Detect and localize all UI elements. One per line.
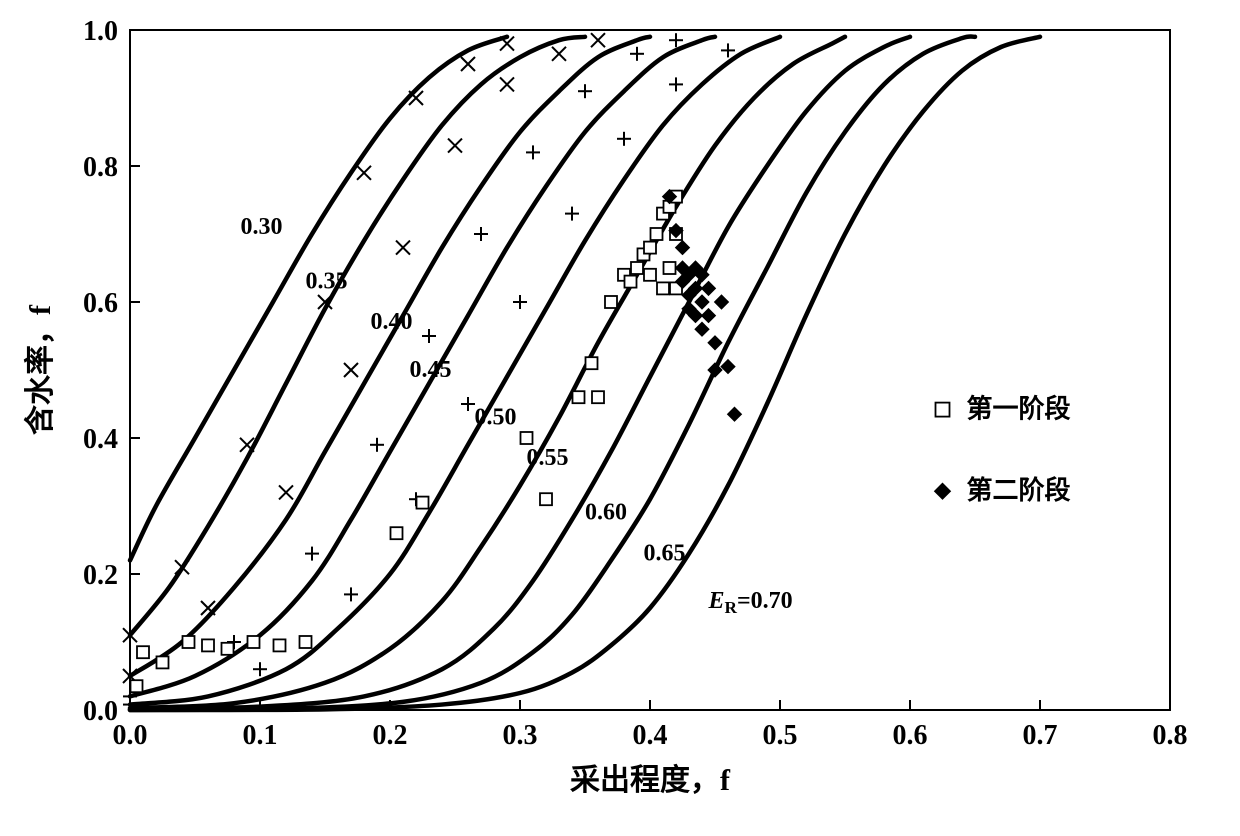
curve-label-0.45: 0.45 bbox=[410, 357, 452, 383]
x-tick-label: 0.6 bbox=[893, 720, 928, 751]
y-tick-label: 0.6 bbox=[83, 288, 118, 319]
legend-label: 第一阶段 bbox=[967, 394, 1071, 424]
chart-root: 0.00.10.20.30.40.50.60.70.80.00.20.40.60… bbox=[0, 0, 1240, 836]
legend-label: 第二阶段 bbox=[967, 475, 1071, 505]
curve-label-0.6: 0.60 bbox=[585, 500, 627, 526]
curve-label-0.4: 0.40 bbox=[371, 309, 413, 335]
y-tick-label: 1.0 bbox=[83, 16, 118, 47]
x-tick-label: 0.1 bbox=[243, 720, 278, 751]
curve-label-0.55: 0.55 bbox=[527, 445, 569, 471]
x-tick-label: 0.2 bbox=[373, 720, 408, 751]
x-tick-label: 0.8 bbox=[1153, 720, 1188, 751]
y-tick-label: 0.4 bbox=[83, 424, 118, 455]
x-axis-label: 采出程度，f bbox=[570, 764, 731, 797]
y-tick-label: 0.8 bbox=[83, 152, 118, 183]
x-tick-label: 0.3 bbox=[503, 720, 538, 751]
x-tick-label: 0.7 bbox=[1023, 720, 1058, 751]
x-tick-label: 0.4 bbox=[633, 720, 668, 751]
curve-label-0.5: 0.50 bbox=[475, 404, 517, 430]
x-tick-label: 0.5 bbox=[763, 720, 798, 751]
y-tick-label: 0.0 bbox=[83, 696, 118, 727]
curve-label-0.7: ER=0.70 bbox=[708, 588, 793, 617]
y-axis-label: 含水率，f bbox=[23, 304, 57, 435]
curve-label-0.65: 0.65 bbox=[644, 540, 686, 566]
curve-label-0.35: 0.35 bbox=[306, 268, 348, 294]
curve-label-0.3: 0.30 bbox=[241, 214, 283, 240]
y-tick-label: 0.2 bbox=[83, 560, 118, 591]
chart-svg: 0.00.10.20.30.40.50.60.70.80.00.20.40.60… bbox=[0, 0, 1240, 836]
